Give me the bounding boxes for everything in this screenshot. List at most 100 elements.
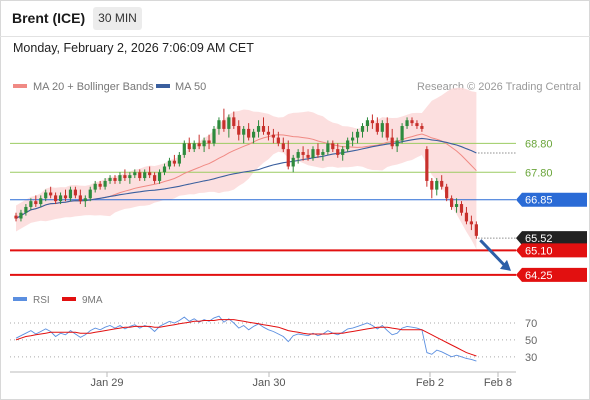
ma50-line — [15, 137, 477, 219]
candle-body — [157, 172, 162, 181]
candle-body — [88, 189, 92, 199]
candle-body — [266, 131, 271, 135]
support-label: 64.25 — [525, 270, 553, 282]
candle-body — [390, 137, 394, 147]
forecast-arrow-shaft — [479, 239, 508, 268]
candle-body — [83, 198, 87, 202]
candle-body — [454, 204, 459, 207]
candle-body — [153, 175, 157, 181]
candle-body — [237, 126, 241, 135]
rsi-ma-line — [15, 319, 477, 357]
x-tick-label: Jan 29 — [90, 377, 123, 389]
candle-body — [68, 189, 73, 199]
candle-body — [336, 149, 340, 155]
candle-body — [227, 117, 231, 129]
candle-body — [420, 126, 424, 129]
candle-body — [24, 206, 28, 213]
candle-body — [222, 120, 226, 129]
candle-body — [474, 224, 478, 236]
candle-body — [58, 195, 63, 202]
candle-body — [192, 143, 196, 150]
forecast-arrow-head — [500, 259, 511, 271]
rsi-line — [15, 315, 477, 362]
support-price-tag — [516, 243, 587, 258]
rsi-tick-label: 30 — [525, 352, 537, 364]
candle-body — [44, 192, 48, 199]
rsi-ma-legend-swatch — [62, 297, 76, 301]
candle-body — [78, 195, 82, 202]
candle-body — [187, 143, 191, 150]
candle-body — [469, 221, 473, 225]
candle-body — [286, 149, 290, 167]
x-tick-label: Feb 2 — [416, 377, 444, 389]
pivot-label: 66.85 — [525, 195, 553, 207]
candle-body — [63, 195, 68, 199]
candle-body — [380, 123, 384, 132]
candle-body — [355, 131, 360, 138]
x-tick-label: Feb 8 — [484, 377, 512, 389]
timestamp: Monday, February 2, 2026 7:06:09 AM CET — [13, 41, 254, 55]
candle-body — [400, 126, 404, 141]
timeframe-badge[interactable]: 30 MIN — [93, 7, 142, 30]
symbol-title: Brent (ICE) — [12, 10, 86, 26]
candle-body — [73, 189, 77, 196]
candle-body — [370, 120, 374, 124]
rsi-legend-label: RSI — [33, 295, 50, 306]
candle-body — [108, 178, 112, 181]
candle-body — [133, 172, 137, 176]
candle-body — [113, 178, 117, 181]
candle-body — [217, 120, 221, 129]
ma20-legend-swatch — [13, 84, 27, 88]
candle-body — [182, 143, 186, 155]
candle-body — [242, 128, 246, 135]
candle-body — [395, 140, 399, 147]
candle-body — [316, 149, 320, 155]
candle-body — [331, 143, 335, 150]
candle-body — [351, 137, 355, 141]
candle-body — [212, 128, 216, 144]
x-tick-label: Jan 30 — [252, 377, 285, 389]
candle-body — [271, 134, 275, 138]
candle-body — [148, 172, 152, 176]
candle-body — [435, 180, 439, 190]
candle-body — [128, 175, 132, 179]
candle-body — [464, 212, 469, 222]
ma50-legend-swatch — [156, 84, 170, 88]
rsi-tick-label: 70 — [525, 318, 537, 330]
support-price-tag — [516, 267, 587, 282]
candle-body — [410, 120, 414, 124]
candle-body — [162, 166, 167, 173]
rsi-legend-swatch — [13, 297, 27, 301]
candle-body — [207, 140, 211, 144]
candle-body — [172, 160, 176, 164]
rsi-tick-label: 50 — [525, 335, 537, 347]
candle-body — [445, 186, 449, 199]
header: Brent (ICE) 30 MIN — [0, 0, 590, 37]
candle-body — [261, 126, 266, 132]
candle-body — [365, 120, 370, 127]
candle-body — [202, 140, 206, 147]
candle-body — [450, 198, 454, 207]
candle-body — [143, 172, 147, 179]
candle-body — [326, 143, 330, 153]
last-price-tag — [516, 231, 587, 246]
candle-body — [276, 137, 280, 144]
candle-body — [256, 126, 261, 132]
candle-body — [430, 180, 434, 190]
support-label: 65.10 — [525, 245, 553, 257]
candle-body — [306, 154, 310, 158]
candle-body — [405, 120, 409, 127]
candle-body — [296, 152, 300, 158]
candle-body — [177, 154, 181, 164]
candle-body — [425, 149, 429, 181]
candle-body — [291, 157, 295, 167]
candle-body — [138, 172, 142, 179]
bollinger-band — [16, 87, 477, 250]
rsi-ma-legend-label: 9MA — [82, 295, 103, 306]
candle-body — [247, 128, 251, 138]
candle-body — [197, 143, 201, 147]
candle-body — [311, 149, 315, 158]
candle-body — [54, 195, 58, 202]
candle-body — [459, 204, 464, 213]
